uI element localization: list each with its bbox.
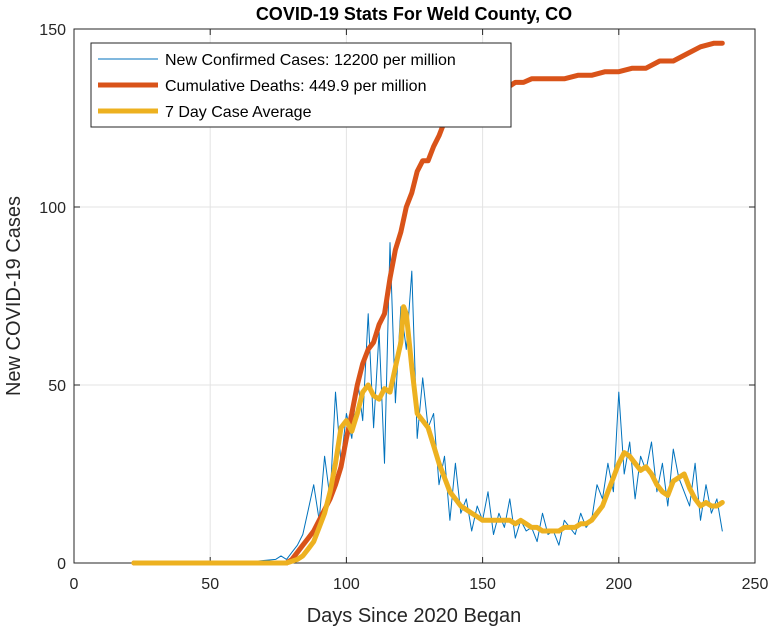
legend-box (90, 42, 512, 128)
y-tick-label: 100 (39, 200, 66, 217)
x-tick-label: 0 (70, 576, 79, 593)
y-tick-label: 50 (48, 378, 66, 395)
x-tick-label: 50 (201, 576, 219, 593)
legend-entry-cumulative-deaths: Cumulative Deaths: 449.9 per million (165, 78, 426, 95)
x-tick-label: 250 (742, 576, 769, 593)
y-tick-label: 0 (57, 556, 66, 573)
x-tick-label: 150 (469, 576, 496, 593)
x-axis-label: Days Since 2020 Began (307, 605, 522, 627)
tick-labels: 0 50 100 150 200 250 0 50 100 150 (39, 22, 768, 593)
axes-frame (73, 28, 756, 564)
y-tick-label: 150 (39, 22, 66, 39)
series-layer (131, 40, 725, 566)
x-tick-label: 100 (333, 576, 360, 593)
chart-title: COVID-19 Stats For Weld County, CO (256, 4, 572, 24)
y-axis-label: New COVID-19 Cases (3, 196, 25, 396)
legend-entry-7-day-average: 7 Day Case Average (165, 104, 312, 121)
legend-entry-new-cases: New Confirmed Cases: 12200 per million (165, 52, 456, 69)
legend: New Confirmed Cases: 12200 per million C… (90, 42, 512, 128)
series-7-day-case-average (131, 304, 725, 566)
axis-box (73, 28, 756, 564)
x-tick-label: 200 (605, 576, 632, 593)
